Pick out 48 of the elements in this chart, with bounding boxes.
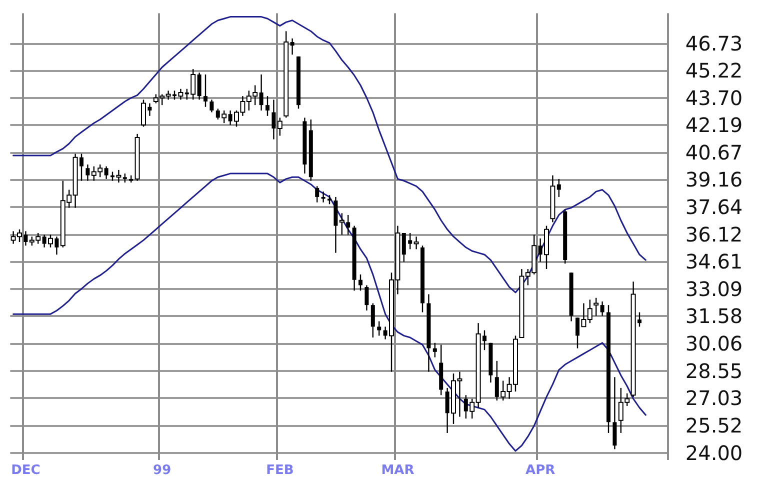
x-tick-label: DEC — [11, 463, 40, 477]
candlestick — [402, 232, 406, 262]
x-tick-label: FEB — [266, 463, 294, 477]
candlestick — [315, 186, 320, 203]
candlestick — [266, 95, 270, 116]
line-series — [12, 172, 646, 452]
candlestick — [556, 178, 561, 198]
candlestick — [594, 297, 599, 316]
y-tick-label: 36.12 — [685, 222, 743, 246]
x-tick-label: MAR — [381, 463, 414, 477]
candlestick — [612, 376, 617, 450]
x-tick-label: APR — [525, 463, 556, 477]
candlestick — [204, 74, 208, 108]
candlestick — [122, 172, 127, 184]
candlestick — [104, 166, 108, 180]
y-tick-label: 45.22 — [685, 58, 743, 82]
candlestick — [358, 274, 362, 292]
y-tick-label: 34.61 — [685, 250, 743, 274]
y-tick-label: 46.73 — [685, 31, 743, 56]
y-tick-label: 28.55 — [685, 358, 743, 383]
y-tick-label: 24.00 — [685, 440, 743, 465]
candlestick — [414, 236, 419, 250]
candlestick — [86, 164, 90, 182]
candlestick — [408, 232, 412, 250]
y-tick-label: 31.58 — [685, 304, 743, 328]
candlestick — [321, 190, 326, 203]
candlestick — [197, 72, 202, 100]
candlestick — [600, 300, 604, 316]
candlestick — [277, 117, 282, 136]
y-tick-label: 37.64 — [685, 195, 743, 220]
candlestick — [272, 99, 276, 140]
line-series — [12, 16, 646, 294]
candlestick — [364, 284, 369, 312]
y-tick-label: 33.09 — [685, 277, 743, 302]
candlestick — [370, 302, 375, 338]
candlestick — [377, 320, 382, 336]
candlestick — [290, 38, 294, 56]
candlestick — [432, 342, 437, 358]
candlestick — [259, 74, 264, 112]
y-tick-label: 43.70 — [685, 86, 743, 110]
y-tick-label: 40.67 — [685, 140, 743, 164]
y-tick-label: 25.52 — [685, 413, 743, 438]
candlestick — [210, 99, 214, 113]
y-tick-label: 27.03 — [685, 386, 743, 410]
y-tick-label: 42.19 — [685, 113, 743, 138]
y-tick-label: 39.16 — [685, 168, 743, 192]
x-tick-label: 99 — [153, 463, 172, 477]
y-tick-label: 30.06 — [685, 332, 743, 356]
